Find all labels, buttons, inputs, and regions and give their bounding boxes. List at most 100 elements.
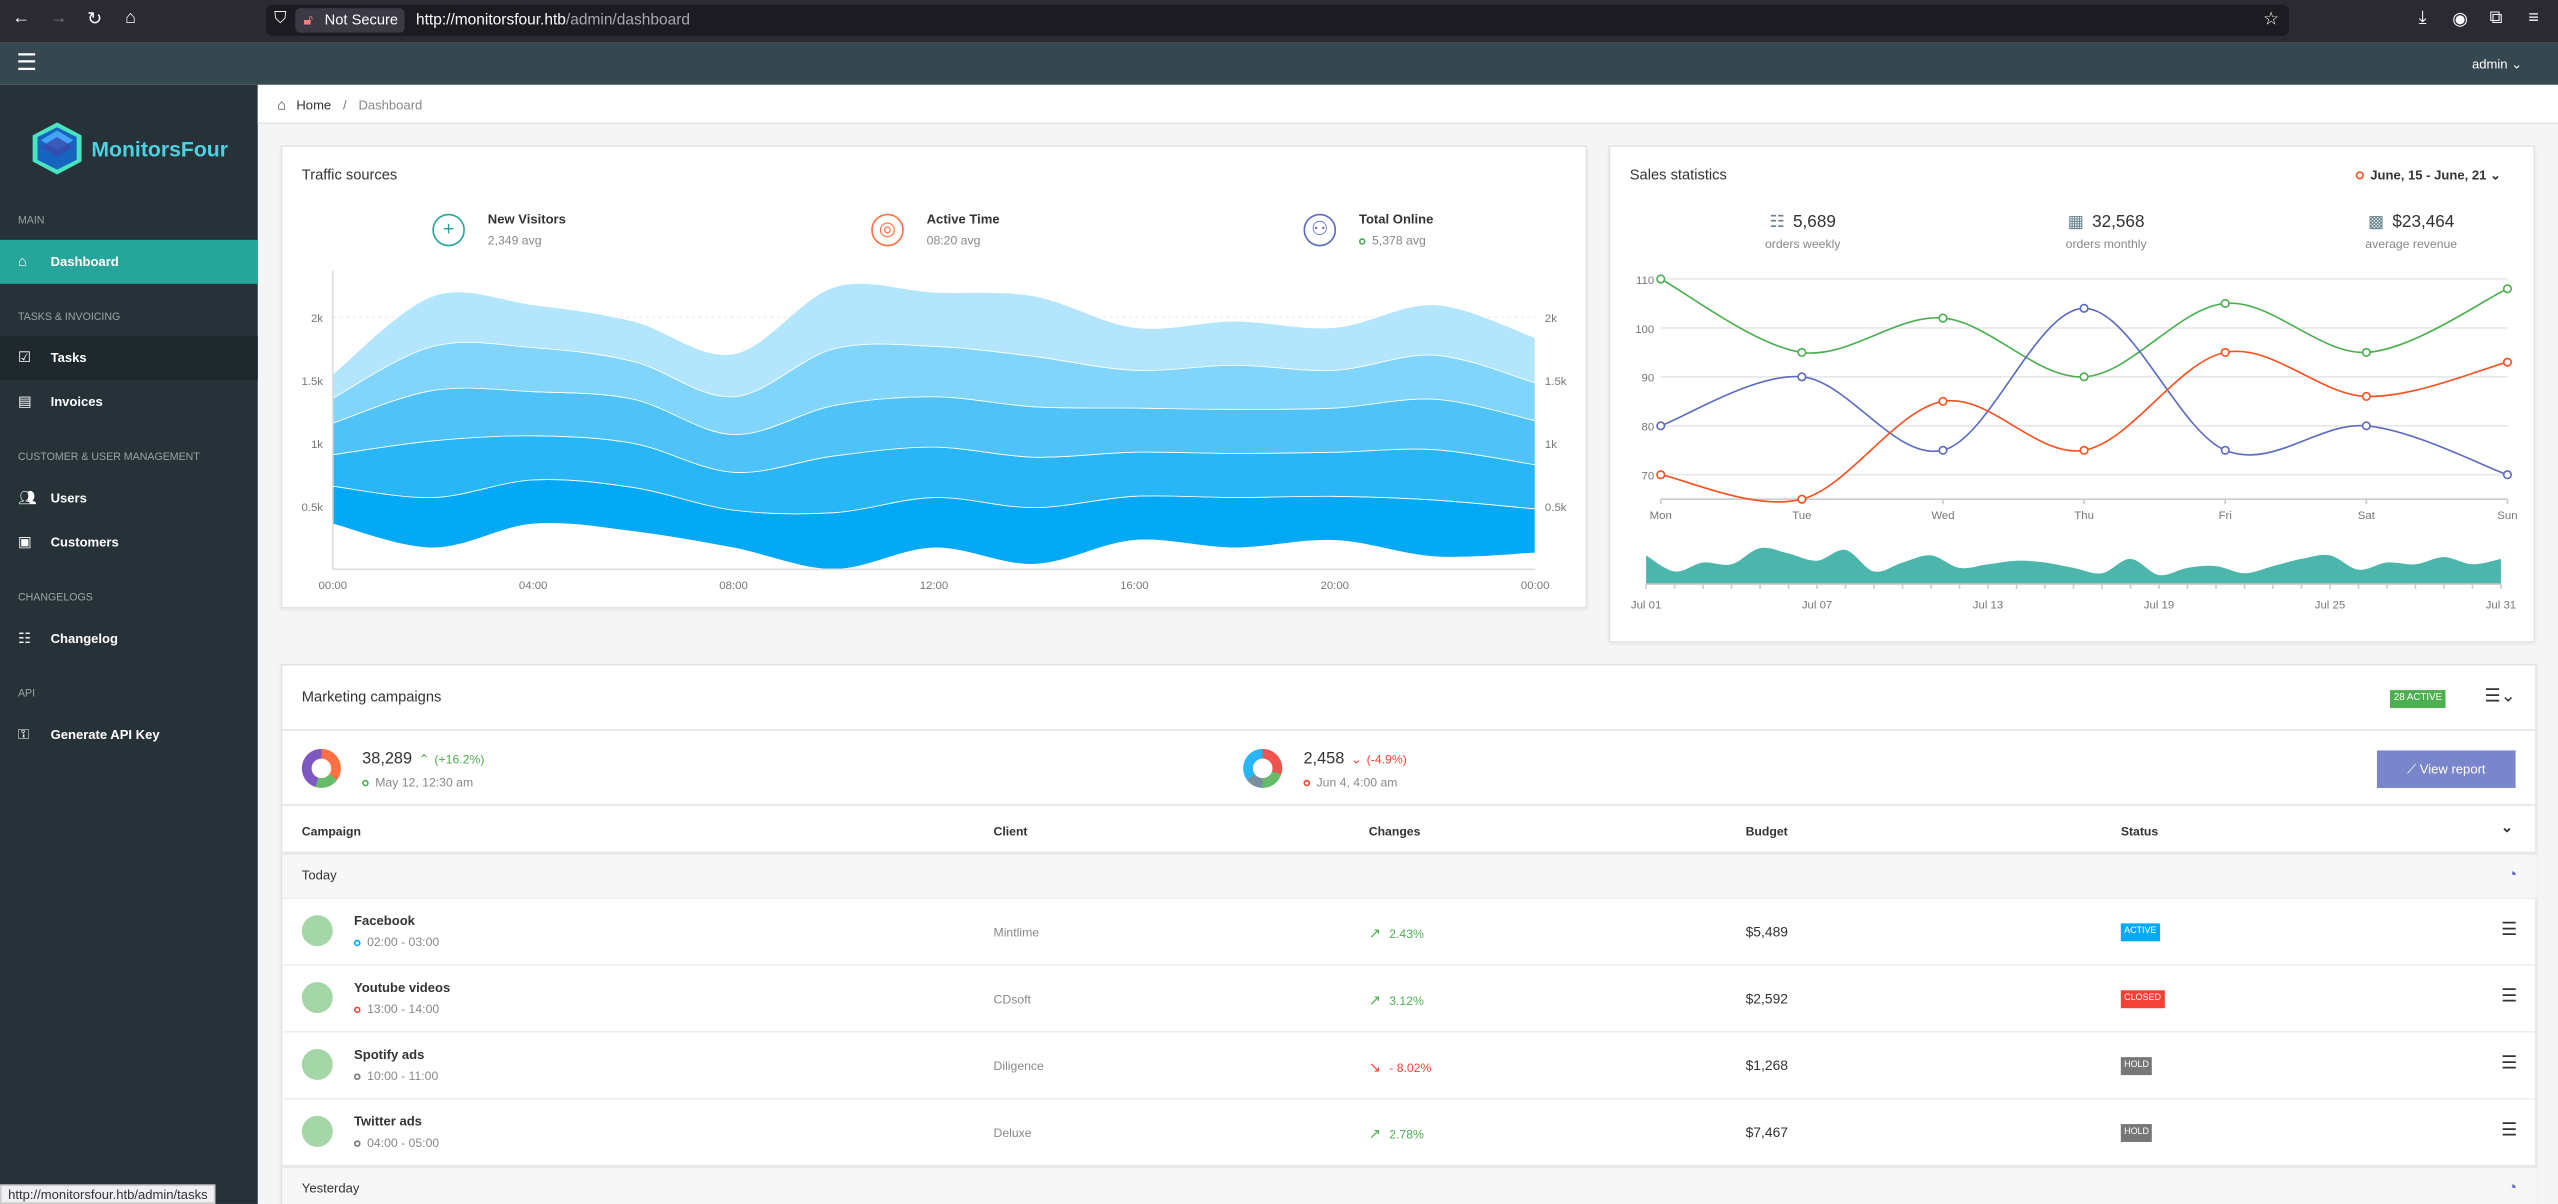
sidebar-section-heading: Customer & User Management <box>17 451 200 464</box>
campaign-name[interactable]: Youtube videos <box>354 980 451 996</box>
row-menu-icon[interactable]: ☰ <box>2501 986 2518 1007</box>
users-icon: 👥︎ <box>17 489 37 506</box>
brand-logo[interactable]: MonitorsFour <box>29 121 228 180</box>
address-bar[interactable]: ⛉ 🔓︎ Not Secure http://monitorsfour.htb/a… <box>265 4 2289 36</box>
column-header-status[interactable]: Status <box>2120 823 2159 839</box>
data-point[interactable] <box>2079 303 2089 313</box>
group-label: Yesterday <box>301 1181 360 1196</box>
summary-donut-chart <box>301 748 341 788</box>
data-point[interactable] <box>1656 421 1666 431</box>
data-point[interactable] <box>1797 494 1807 504</box>
breadcrumb-home[interactable]: Home <box>296 97 332 113</box>
pie-chart-icon[interactable]: ◔ <box>2507 866 2518 885</box>
status-dot-icon <box>354 1073 361 1081</box>
data-point[interactable] <box>2361 421 2371 431</box>
stat-label: orders weekly <box>1764 236 1841 252</box>
shield-icon[interactable]: ⛉ <box>274 9 287 28</box>
budget-value: $5,489 <box>1745 923 1789 940</box>
column-header-campaign[interactable]: Campaign <box>301 823 361 839</box>
sidebar-toggle-icon[interactable]: ☰ <box>16 48 37 76</box>
campaign-name[interactable]: Facebook <box>354 913 415 929</box>
date-range-picker[interactable]: June, 15 - June, 21 ⌄ <box>2355 168 2501 183</box>
cash-icon: ▩ <box>2368 212 2385 232</box>
status-bar-url: http://monitorsfour.htb/admin/tasks <box>0 1184 216 1204</box>
data-point[interactable] <box>1797 372 1807 382</box>
stat-label: average revenue <box>2365 236 2458 252</box>
y-tick: 70 <box>1642 471 1655 483</box>
sidebar-item-tasks[interactable]: ☑ Tasks <box>0 336 258 381</box>
user-name: admin <box>2472 57 2508 72</box>
brand-name: MonitorsFour <box>91 137 229 162</box>
trending-up-icon: ↗ <box>1368 925 1382 942</box>
download-icon[interactable]: ⤓ <box>2418 8 2427 28</box>
data-point[interactable] <box>2361 347 2371 357</box>
row-menu-icon[interactable]: ☰ <box>2501 920 2518 940</box>
data-point[interactable] <box>2079 445 2089 455</box>
summary-change: (-4.9%) <box>1366 752 1407 767</box>
stat-value-row: 5,378 avg <box>1358 233 1433 248</box>
campaign-name[interactable]: Twitter ads <box>354 1114 422 1129</box>
arrow-up-icon: ⌃ <box>418 752 430 767</box>
change-cell: ↘ - 8.02% <box>1369 1059 1432 1077</box>
data-point[interactable] <box>1797 347 1807 357</box>
data-point[interactable] <box>2361 391 2371 401</box>
sidebar-item-customers[interactable]: ▣ Customers <box>0 520 258 564</box>
account-icon[interactable]: ◉ <box>2452 9 2468 30</box>
data-point[interactable] <box>2220 298 2230 309</box>
pie-chart-icon[interactable]: ◔ <box>2507 1179 2518 1198</box>
data-point[interactable] <box>2502 357 2513 367</box>
row-menu-icon[interactable]: ☰ <box>2501 1053 2518 1074</box>
x-tick: Sun <box>2497 510 2517 522</box>
card-menu-icon[interactable]: ☰⌄ <box>2484 686 2516 707</box>
data-point[interactable] <box>1938 313 1948 323</box>
y-tick-left: 0.5k <box>301 502 323 514</box>
sidebar-item-invoices[interactable]: ▤ Invoices <box>0 380 258 424</box>
data-point[interactable] <box>2502 470 2513 480</box>
reload-icon[interactable]: ↻ <box>87 9 103 30</box>
campaign-avatar <box>301 982 333 1014</box>
data-point[interactable] <box>1938 445 1948 455</box>
user-menu[interactable]: admin ⌄ <box>2472 57 2522 72</box>
sidebar-item-users[interactable]: 👥︎ Users <box>0 476 258 520</box>
menu-icon[interactable]: ≡ <box>2528 8 2539 28</box>
url-host: http://monitorsfour.htb <box>416 11 566 30</box>
home-icon[interactable]: ⌂ <box>125 8 136 28</box>
chevron-down-icon[interactable]: ⌄ <box>2500 818 2514 836</box>
bookmark-star-icon[interactable]: ☆ <box>2262 9 2280 30</box>
forward-icon[interactable]: → <box>49 8 68 28</box>
x-tick: Sat <box>2358 510 2376 522</box>
traffic-chart: 0.5k 0.5k 1k 1k 1.5k 1.5k 2k 2k 00:00 04:00 08:00 1… <box>301 270 1567 592</box>
sales-stat: ☷ 5,689 orders weekly <box>1729 212 1876 251</box>
data-point[interactable] <box>2220 445 2230 455</box>
status-dot-icon <box>1303 779 1311 787</box>
y-tick-right: 1k <box>1545 439 1557 451</box>
mini-x-tick: Jul 19 <box>2144 600 2174 612</box>
sidebar-item-label: Customers <box>50 535 119 550</box>
back-icon[interactable]: ← <box>12 8 31 28</box>
data-point[interactable] <box>2502 284 2513 294</box>
view-report-button[interactable]: ⟋ View report <box>2376 750 2516 788</box>
row-menu-icon[interactable]: ☰ <box>2501 1120 2518 1141</box>
summary-donut-chart <box>1243 748 1283 788</box>
card-title: Marketing campaigns <box>301 688 442 705</box>
not-secure-indicator[interactable]: 🔓︎ Not Secure <box>295 8 405 33</box>
sidebar-item-changelog[interactable]: ☷ Changelog <box>0 617 258 661</box>
sidebar-item-dashboard[interactable]: ⌂ Dashboard <box>0 239 258 284</box>
data-point[interactable] <box>1656 470 1666 480</box>
data-point[interactable] <box>1938 396 1948 406</box>
data-point[interactable] <box>2079 372 2089 382</box>
sidebar-item-generate-api-key[interactable]: ⚿ Generate API Key <box>0 713 258 757</box>
status-badge: Active <box>2120 923 2160 942</box>
column-header-client[interactable]: Client <box>993 823 1028 839</box>
extensions-icon[interactable]: ⧉ <box>2489 8 2503 28</box>
x-tick: 08:00 <box>719 580 748 592</box>
mini-area[interactable] <box>1646 547 2501 585</box>
data-point[interactable] <box>2220 347 2230 357</box>
trending-up-icon: ↗ <box>1368 991 1382 1009</box>
column-header-budget[interactable]: Budget <box>1745 823 1788 839</box>
data-point[interactable] <box>1656 274 1666 284</box>
column-header-changes[interactable]: Changes <box>1368 823 1421 839</box>
y-tick-right: 1.5k <box>1545 376 1567 388</box>
url-text[interactable]: http://monitorsfour.htb/admin/dashboard <box>416 8 690 32</box>
campaign-name[interactable]: Spotify ads <box>354 1047 425 1063</box>
